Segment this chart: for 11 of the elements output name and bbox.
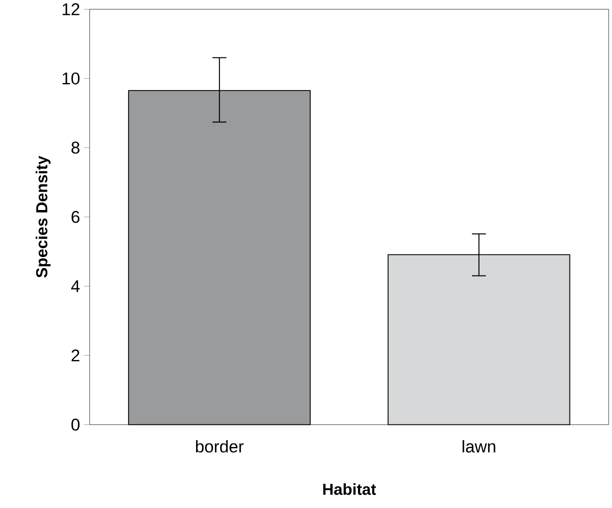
y-tick-label: 0 xyxy=(71,418,80,430)
x-tick-label: border xyxy=(196,440,244,452)
y-tick-label: 10 xyxy=(62,72,80,84)
x-tick-label: lawn xyxy=(462,440,496,452)
y-tick-label: 2 xyxy=(72,349,80,362)
y-tick-label: 12 xyxy=(62,3,80,15)
y-tick-label: 4 xyxy=(71,280,80,292)
y-tick-label: 8 xyxy=(71,142,80,154)
y-tick-label: 6 xyxy=(72,210,80,223)
x-axis-title: Habitat xyxy=(323,483,376,495)
y-axis-title: Species Density xyxy=(36,156,51,278)
